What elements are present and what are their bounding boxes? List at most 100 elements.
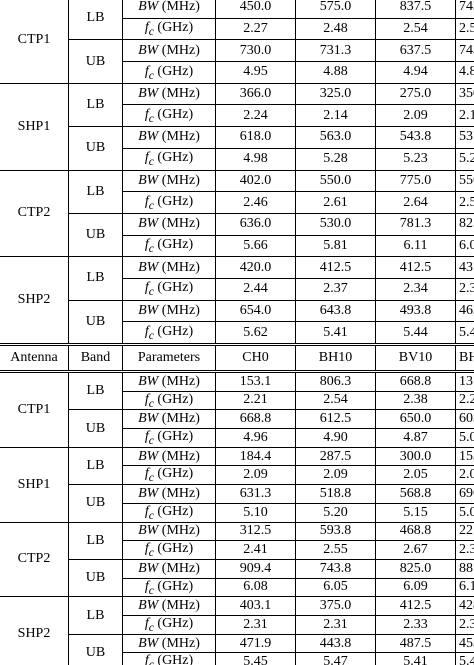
parameter-unit: (GHz) (157, 466, 194, 482)
parameter-cell: BW (MHz) (122, 169, 216, 193)
parameter-cell: BW (MHz) (122, 371, 216, 392)
parameter-subscript: c (148, 658, 154, 665)
parameter-cell: fc (GHz) (122, 652, 216, 665)
band-cell: LB (68, 370, 123, 411)
data-row: fc (GHz)2.272.482.542.56 (0, 17, 474, 41)
value-cell: 6.12 (455, 577, 474, 598)
value-cell: 668.8 (215, 409, 296, 429)
value-cell: 5.20 (295, 502, 376, 523)
value-cell: 731.3 (295, 39, 376, 63)
parameter-symbol: f (144, 428, 149, 444)
parameter-unit: (MHz) (161, 485, 200, 501)
value-cell: 5.41 (295, 321, 376, 345)
parameter-symbol: BW (138, 86, 159, 102)
band-cell: LB (68, 82, 123, 128)
value-cell: 543.8 (375, 126, 456, 149)
value-cell: 153.1 (215, 371, 296, 392)
parameter-subscript: c (148, 24, 154, 38)
parameter-symbol: f (144, 323, 149, 339)
value-cell: 300.0 (375, 446, 456, 467)
parameter-symbol: BW (138, 42, 159, 58)
value-cell: 909.4 (215, 558, 296, 579)
parameter-unit: (GHz) (157, 280, 194, 296)
band-cell: LB (68, 169, 123, 214)
value-cell: 5.10 (215, 502, 296, 523)
parameter-symbol: f (144, 578, 149, 594)
value-cell: 2.41 (215, 540, 296, 560)
band-cell: LB (68, 0, 123, 41)
parameter-cell: fc (GHz) (122, 577, 216, 598)
value-cell: 6.09 (375, 577, 456, 598)
parameter-unit: (GHz) (157, 503, 194, 519)
parameter-unit: (MHz) (161, 448, 200, 464)
header-cell: Parameters (122, 343, 216, 373)
antenna-cell: CTP1 (0, 371, 69, 448)
data-row: fc (GHz)2.312.312.332.31 (0, 614, 474, 635)
parameter-symbol: BW (138, 129, 159, 145)
value-cell: 743.8 (455, 39, 474, 63)
value-cell: 825.0 (455, 212, 474, 236)
parameter-symbol: BW (138, 523, 159, 539)
value-cell: 563.0 (295, 126, 376, 149)
value-cell: 575.0 (295, 0, 376, 19)
header-cell: BV10 (375, 343, 456, 373)
value-cell: 6.08 (215, 577, 296, 598)
parameter-symbol: f (144, 280, 149, 296)
parameter-unit: (MHz) (161, 411, 200, 427)
value-cell: 5.66 (215, 234, 296, 258)
header-cell: BH0 (455, 343, 474, 373)
parameter-cell: fc (GHz) (122, 502, 216, 523)
value-cell: 412.5 (295, 256, 376, 279)
value-cell: 556.3 (455, 169, 474, 193)
band-cell: LB (68, 446, 123, 486)
parameter-cell: BW (MHz) (122, 212, 216, 236)
parameter-symbol: BW (138, 259, 159, 275)
value-cell: 2.14 (455, 104, 474, 128)
value-cell: 631.3 (215, 484, 296, 504)
parameter-cell: BW (MHz) (122, 39, 216, 63)
value-cell: 471.9 (215, 633, 296, 654)
value-cell: 5.23 (375, 147, 456, 171)
parameter-subscript: c (148, 508, 154, 522)
value-cell: 618.0 (215, 126, 296, 149)
value-cell: 2.36 (455, 277, 474, 301)
value-cell: 775.0 (375, 169, 456, 193)
parameter-unit: (GHz) (157, 653, 194, 665)
value-cell: 2.33 (375, 614, 456, 635)
parameter-cell: BW (MHz) (122, 0, 216, 19)
data-row: fc (GHz)2.092.092.052.09 (0, 465, 474, 486)
value-cell: 4.87 (375, 427, 456, 448)
parameter-unit: (GHz) (157, 541, 194, 557)
data-row: fc (GHz)5.625.415.445.44 (0, 321, 474, 345)
value-cell: 2.38 (375, 390, 456, 411)
data-row: fc (GHz)5.455.475.415.44 (0, 652, 474, 665)
parameter-unit: (GHz) (157, 578, 194, 594)
value-cell: 153.1 (455, 446, 474, 467)
value-cell: 603.1 (455, 409, 474, 429)
antenna-cell: SHP1 (0, 446, 69, 523)
data-row: fc (GHz)4.964.904.875.03 (0, 427, 474, 448)
parameter-unit: (MHz) (161, 86, 200, 102)
parameter-symbol: f (144, 391, 149, 407)
parameter-subscript: c (148, 620, 154, 634)
parameter-subscript: c (148, 155, 154, 169)
value-cell: 412.5 (375, 596, 456, 616)
value-cell: 2.46 (215, 191, 296, 214)
value-cell: 2.14 (295, 104, 376, 128)
value-cell: 5.41 (375, 652, 456, 665)
value-cell: 4.86 (455, 61, 474, 84)
value-cell: 5.44 (455, 652, 474, 665)
value-cell: 4.94 (375, 61, 456, 84)
parameter-unit: (MHz) (161, 302, 200, 318)
value-cell: 537.5 (455, 126, 474, 149)
value-cell: 2.37 (295, 277, 376, 301)
parameter-unit: (MHz) (161, 373, 200, 389)
band-cell: LB (68, 521, 123, 560)
antenna-cell: SHP1 (0, 82, 69, 171)
parameter-subscript: c (148, 471, 154, 485)
